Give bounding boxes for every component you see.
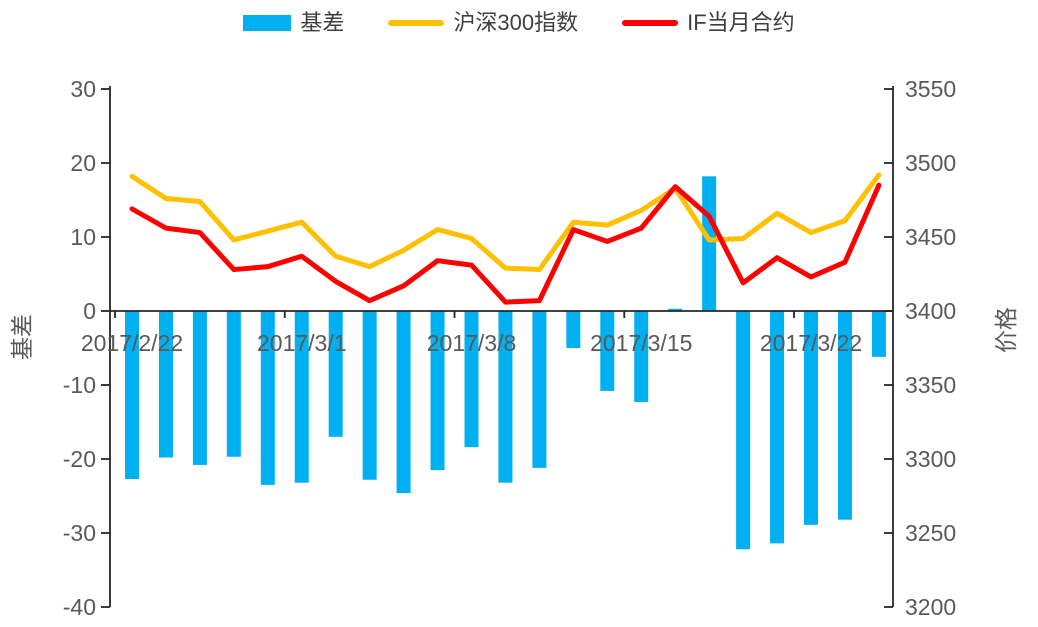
svg-text:2017/3/8: 2017/3/8	[427, 330, 517, 356]
legend-item-if-contract: IF当月合约	[622, 12, 795, 34]
svg-text:3550: 3550	[905, 76, 956, 102]
svg-text:3400: 3400	[905, 298, 956, 324]
svg-text:-10: -10	[63, 372, 96, 398]
svg-text:10: 10	[70, 224, 96, 250]
legend-label-basis: 基差	[300, 10, 345, 35]
if-contract-line-swatch-icon	[622, 20, 679, 26]
svg-text:3250: 3250	[905, 520, 956, 546]
svg-text:-30: -30	[63, 520, 96, 546]
svg-text:-40: -40	[63, 594, 96, 620]
svg-text:2017/3/15: 2017/3/15	[590, 330, 692, 356]
legend-item-csi300: 沪深300指数	[388, 12, 578, 34]
chart-legend: 基差 沪深300指数 IF当月合约	[0, 12, 1038, 34]
csi300-line-swatch-icon	[388, 20, 445, 26]
svg-text:3350: 3350	[905, 372, 956, 398]
svg-text:-20: -20	[63, 446, 96, 472]
svg-text:3200: 3200	[905, 594, 956, 620]
svg-text:价格: 价格	[993, 307, 1019, 353]
svg-text:3300: 3300	[905, 446, 956, 472]
svg-text:2017/3/1: 2017/3/1	[257, 330, 347, 356]
legend-label-if-contract: IF当月合约	[687, 10, 795, 35]
legend-label-csi300: 沪深300指数	[453, 10, 579, 35]
basis-bar-swatch-icon	[243, 15, 292, 31]
svg-text:30: 30	[70, 76, 96, 102]
svg-text:3500: 3500	[905, 150, 956, 176]
svg-text:0: 0	[83, 298, 96, 324]
svg-text:2017/3/22: 2017/3/22	[760, 330, 862, 356]
svg-text:20: 20	[70, 150, 96, 176]
legend-item-basis: 基差	[243, 12, 344, 34]
svg-text:3450: 3450	[905, 224, 956, 250]
svg-text:2017/2/22: 2017/2/22	[81, 330, 183, 356]
svg-text:基差: 基差	[9, 314, 35, 360]
